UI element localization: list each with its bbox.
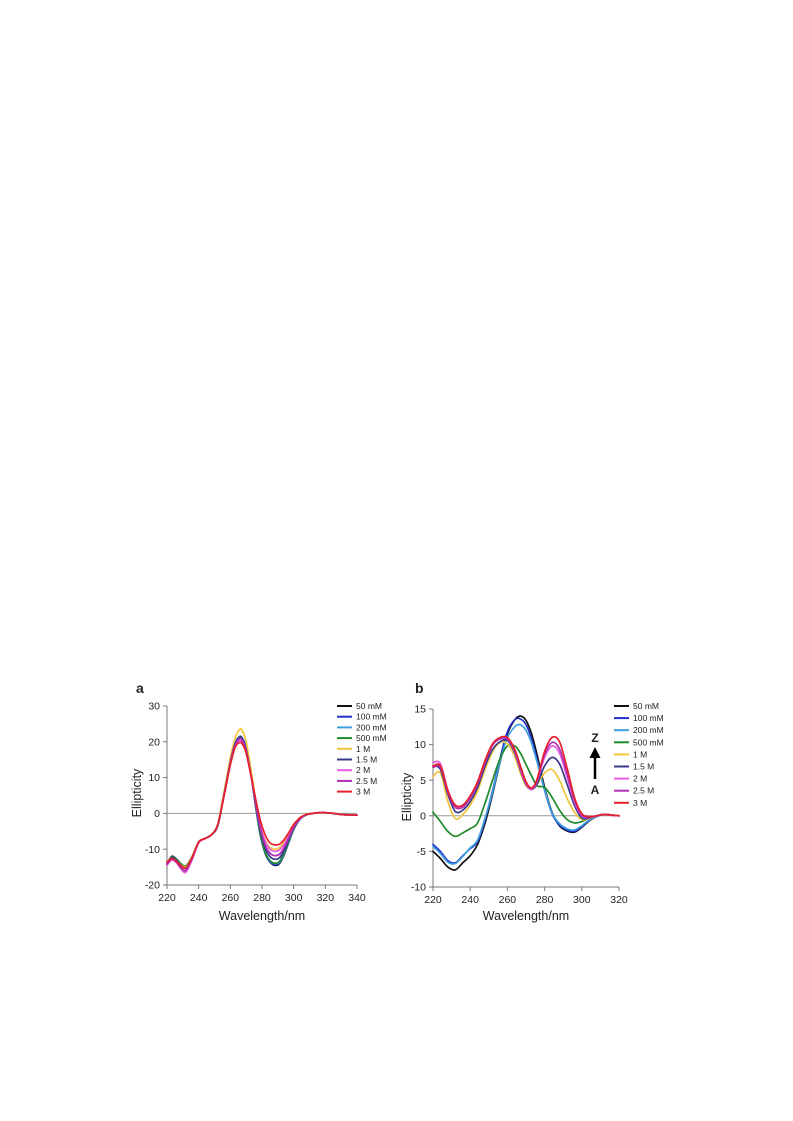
panel-b-x-tick-label: 260 xyxy=(499,894,517,906)
panel-b-y-tick-label: 0 xyxy=(420,810,426,822)
panel-b-y-axis-title: Ellipticity xyxy=(400,772,414,821)
panel-a-series-line-6 xyxy=(166,739,358,874)
panel-b-x-tick-label: 220 xyxy=(424,894,442,906)
panel-b-legend-label: 3 M xyxy=(633,798,647,808)
panel-a-legend-label: 100 mM xyxy=(356,712,387,722)
panel-b-legend-label: 50 mM xyxy=(633,701,659,711)
panel-a-legend-label: 1.5 M xyxy=(356,755,377,765)
panel-a-x-tick-label: 280 xyxy=(253,892,271,904)
panel-b-legend-label: 2.5 M xyxy=(633,786,654,796)
panel-b-series-line-8 xyxy=(432,735,620,818)
panel-a-x-tick-label: 300 xyxy=(285,892,303,904)
panel-a-chart: a Ellipticity Wavelength/nm -20 -10 0 10 20 3… xyxy=(130,680,387,923)
panel-b-label: b xyxy=(415,680,424,696)
panel-b-legend-label: 200 mM xyxy=(633,725,664,735)
panel-a-y-tick-label: 30 xyxy=(148,701,160,713)
panel-b-legend-label: 1.5 M xyxy=(633,762,654,772)
panel-a-x-axis-title: Wavelength/nm xyxy=(219,909,305,923)
panel-a-x-tick-label: 320 xyxy=(317,892,335,904)
panel-b-y-tick-label: 10 xyxy=(414,739,426,751)
panel-a-legend-label: 200 mM xyxy=(356,722,387,732)
panel-a-legend-label: 2 M xyxy=(356,765,370,775)
panel-b-x-tick-label: 320 xyxy=(610,894,628,906)
panel-a-legend-label: 3 M xyxy=(356,787,370,797)
panel-a-legend-label: 500 mM xyxy=(356,733,387,743)
panel-a-y-tick-label: -20 xyxy=(145,880,160,892)
panel-b-y-tick-label: -10 xyxy=(411,882,426,894)
panel-b-y-tick-label: 5 xyxy=(420,775,426,787)
panel-b-legend-label: 500 mM xyxy=(633,737,664,747)
panel-a-x-tick-label: 220 xyxy=(158,892,176,904)
panel-b-y-tick-label: 15 xyxy=(414,704,426,716)
panel-a-x-tick-label: 340 xyxy=(348,892,366,904)
panel-b-legend-label: 100 mM xyxy=(633,713,664,723)
panel-a-legend-label: 2.5 M xyxy=(356,776,377,786)
panel-b-x-axis-title: Wavelength/nm xyxy=(483,909,569,923)
panel-a-series-line-4 xyxy=(166,728,358,869)
panel-b-y-tick-label: -5 xyxy=(417,846,426,858)
panel-b-x-tick-label: 280 xyxy=(536,894,554,906)
panel-a-series-line-8 xyxy=(166,741,358,870)
panel-a-y-tick-label: 20 xyxy=(148,736,160,748)
annotation-z-label: Z xyxy=(591,731,598,745)
panel-a-legend-label: 1 M xyxy=(356,744,370,754)
panel-b-series-line-2 xyxy=(432,723,620,865)
panel-a-y-tick-label: 0 xyxy=(154,808,160,820)
annotation-a-label: A xyxy=(591,783,600,797)
panel-a-y-tick-label: 10 xyxy=(148,772,160,784)
panel-a-x-tick-label: 260 xyxy=(222,892,240,904)
panel-a-legend-label: 50 mM xyxy=(356,701,382,711)
panel-b-legend-label: 2 M xyxy=(633,774,647,784)
z-to-a-arrow-annotation: Z A xyxy=(589,731,601,797)
panel-a-y-tick-label: -10 xyxy=(145,844,160,856)
panel-b-x-tick-label: 240 xyxy=(461,894,479,906)
panel-a-label: a xyxy=(136,680,144,696)
panel-a-x-tick-label: 240 xyxy=(190,892,208,904)
panel-a-y-axis-title: Ellipticity xyxy=(130,768,144,817)
panel-b-legend-label: 1 M xyxy=(633,749,647,759)
panel-b-chart: b Ellipticity Wavelength/nm Z A -10 -5 0 5 1… xyxy=(400,680,664,923)
panel-b-x-tick-label: 300 xyxy=(573,894,591,906)
up-arrow-head xyxy=(589,747,601,758)
